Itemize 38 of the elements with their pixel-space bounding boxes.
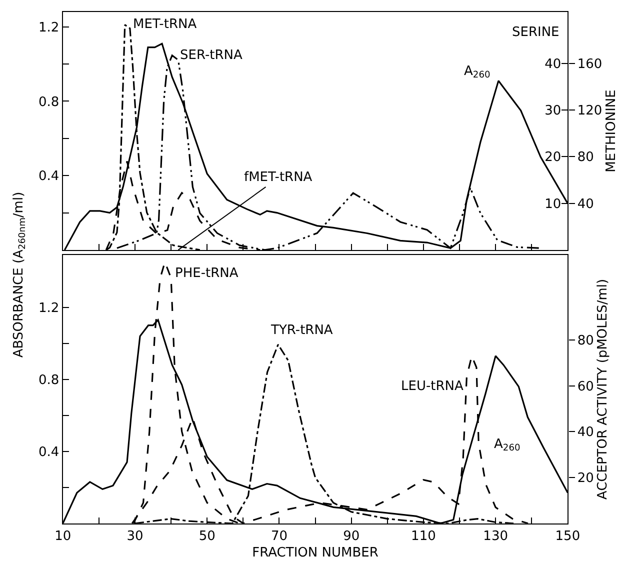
y2-tick-label: 80 (577, 334, 594, 348)
y-tick-label: 0.8 (38, 94, 60, 110)
y3-tick-label: 30 (544, 104, 562, 119)
x-tick-label: 30 (126, 529, 144, 544)
y-tick-label: 0.4 (38, 444, 60, 460)
y2-tick-label: 20 (577, 471, 594, 486)
series-label: MET-tRNA (133, 17, 197, 32)
y-tick-label: 1.2 (38, 20, 60, 36)
series-label: TYR-tRNA (270, 323, 333, 338)
y3-tick-label: 40 (544, 56, 562, 72)
y-tick-label: 1.2 (38, 300, 60, 316)
y-tick-label: 0.4 (38, 169, 60, 184)
y2-tick-label: 160 (577, 56, 602, 72)
series-label: PHE-tRNA (175, 266, 238, 281)
y-tick-label: 0.8 (38, 372, 60, 388)
x-tick-label: 150 (555, 529, 580, 544)
annotation: fMET-tRNA (244, 170, 312, 185)
y2-tick-label: 40 (577, 425, 594, 440)
series-label: SER-tRNA (180, 48, 243, 63)
x-tick-label: 10 (54, 529, 72, 544)
x-tick-label: 90 (343, 529, 360, 544)
y3-tick-label: 10 (544, 196, 562, 212)
y2-axis-title: ACCEPTOR ACTIVITY (pMOLES/ml) (596, 278, 611, 500)
x-tick-label: 70 (270, 529, 288, 544)
x-axis-title: FRACTION NUMBER (252, 546, 378, 561)
y2-axis-title: METHIONINE (604, 90, 619, 172)
series-label: LEU-tRNA (401, 379, 464, 394)
y2-tick-label: 80 (577, 150, 594, 166)
x-tick-label: 130 (483, 529, 508, 544)
series-label: A$_{260}$ (494, 437, 520, 454)
y3-axis-title: SERINE (512, 25, 560, 40)
series-label: A$_{260}$ (464, 64, 490, 81)
y2-tick-label: 60 (577, 379, 594, 394)
y3-tick-label: 20 (544, 150, 562, 166)
x-tick-label: 110 (411, 529, 436, 544)
y2-tick-label: 40 (577, 196, 594, 212)
x-tick-label: 50 (198, 529, 216, 544)
y2-tick-label: 120 (577, 104, 602, 119)
